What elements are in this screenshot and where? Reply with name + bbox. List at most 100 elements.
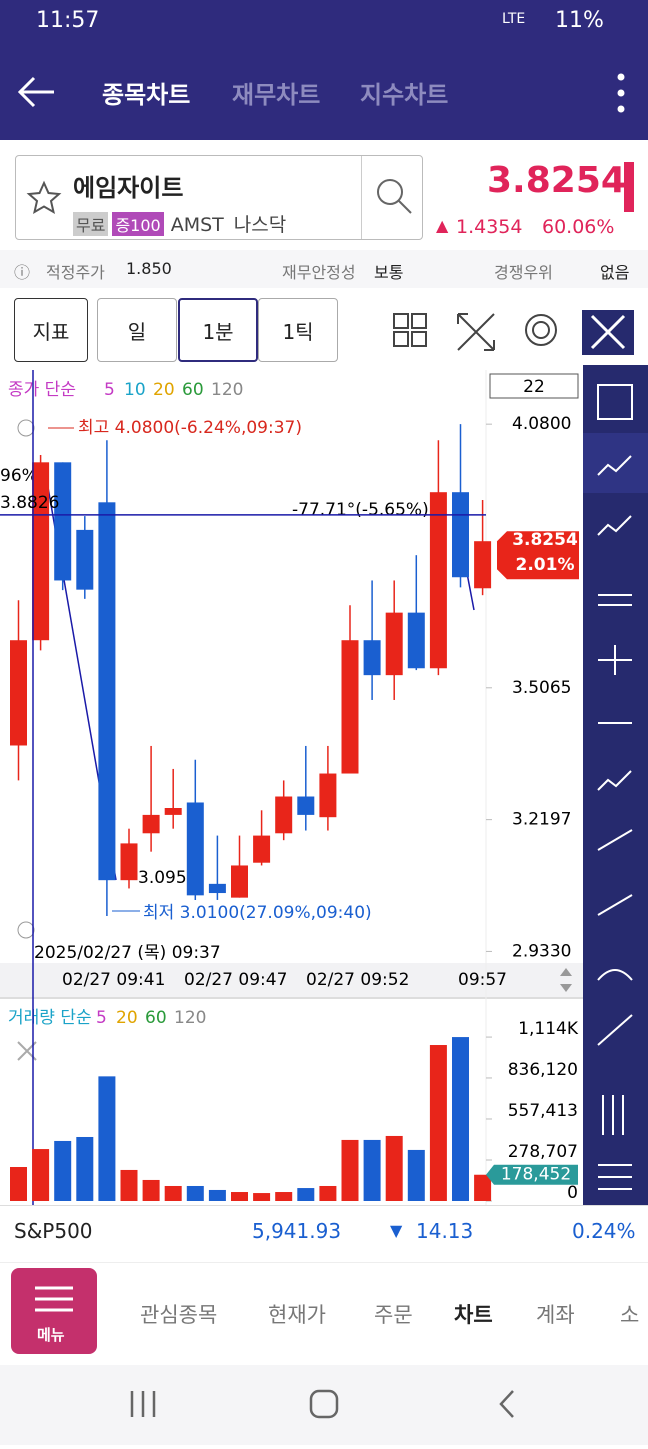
bottom-nav: 메뉴 관심종목 현재가 주문 차트 계좌 소	[0, 1262, 648, 1364]
volume-bar	[76, 1136, 94, 1201]
nav-item[interactable]: 현재가	[268, 1303, 326, 1327]
volume-bar	[319, 1185, 337, 1201]
candle-body	[10, 640, 27, 746]
x-tick-label: 02/27 09:41	[62, 970, 165, 990]
badge: 증100	[112, 212, 164, 236]
menu-label: 메뉴	[37, 1326, 65, 1344]
price-candle-icon	[624, 162, 634, 212]
index-bar: S&P500 5,941.93 ▼ 14.13 0.24%	[0, 1205, 648, 1255]
note: -77.71°(-5.65%)	[292, 500, 429, 520]
help-icon: ⓘ	[14, 263, 31, 282]
last-pct: 2.01%	[516, 555, 575, 575]
volume-legend-label: 거래량 단순	[8, 1008, 92, 1028]
period-button[interactable]: 1틱	[258, 298, 338, 362]
label: 재무안정성	[282, 263, 356, 282]
volume-bar	[32, 1149, 50, 1201]
candle-body	[120, 843, 138, 881]
ma-legend: 20	[153, 380, 175, 400]
candle-body	[407, 612, 425, 669]
candle-body	[341, 640, 359, 774]
system-nav	[0, 1365, 648, 1445]
nav-item[interactable]: 차트	[454, 1303, 493, 1327]
x-tick-label: 02/27 09:47	[184, 970, 287, 990]
nav-item[interactable]: 계좌	[536, 1303, 575, 1327]
value: 1.850	[126, 259, 172, 278]
candle-body	[275, 796, 293, 834]
candle-body	[186, 802, 204, 896]
crosshair-time: 2025/02/27 (목) 09:37	[34, 943, 221, 963]
index-name: S&P500	[14, 1219, 93, 1243]
y-tick-label: 3.2197	[512, 810, 571, 830]
candle-body	[76, 529, 94, 590]
value: 보통	[374, 263, 404, 282]
up-arrow: ▲	[436, 216, 449, 235]
nav-item[interactable]: 관심종목	[140, 1303, 218, 1327]
volume-bar	[275, 1192, 293, 1201]
note: 3.0958	[138, 868, 197, 888]
ma-legend: 20	[116, 1008, 138, 1028]
volume-bar	[142, 1179, 160, 1201]
sidebar-icons[interactable]	[583, 365, 648, 1205]
candle-body	[32, 462, 50, 641]
ma-legend: 10	[124, 380, 146, 400]
volume-bar	[208, 1189, 226, 1201]
tab[interactable]: 재무차트	[232, 81, 321, 109]
nav-item[interactable]: 주문	[374, 1303, 413, 1327]
down-arrow: ▼	[390, 1221, 403, 1240]
stock-search[interactable]: 에임자이트 무료 증100 AMST 나스닥	[15, 155, 423, 240]
volume-bar	[363, 1139, 381, 1201]
system-buttons[interactable]	[0, 1365, 648, 1445]
nav-item[interactable]: 소	[620, 1303, 640, 1327]
candle-body	[297, 796, 315, 815]
x-tick-label: 02/27 09:52	[306, 970, 409, 990]
candle-body	[474, 541, 492, 589]
y-tick-label: 278,707	[508, 1142, 578, 1162]
high-note: 최고 4.0800(-6.24%,09:37)	[78, 418, 302, 438]
y-tick-label: 3.5065	[512, 678, 571, 698]
drawing-sidebar	[583, 365, 648, 1205]
index-pct: 0.24%	[572, 1219, 636, 1243]
period-button[interactable]: 1분	[178, 298, 258, 362]
change-pct: 60.06%	[542, 216, 615, 238]
menu-button[interactable]: 메뉴	[11, 1268, 97, 1354]
ma-legend: 120	[174, 1008, 206, 1028]
volume-bar	[385, 1135, 403, 1201]
label: 경쟁우위	[494, 263, 553, 282]
ma-legend-label: 종가 단순	[8, 380, 76, 400]
status-bar: 11:57 LTE 11%	[0, 0, 648, 45]
favorite-star[interactable]	[26, 180, 62, 216]
y-tick-label: 2.9330	[512, 941, 571, 961]
more-menu[interactable]	[614, 71, 628, 115]
ma-legend: 60	[182, 380, 204, 400]
volume-bar	[341, 1139, 359, 1201]
last-volume: 178,452	[501, 1165, 571, 1185]
zoom-out[interactable]	[17, 921, 35, 939]
scroll-arrows[interactable]	[560, 968, 572, 992]
index-change: 14.13	[416, 1219, 474, 1243]
volume-bar	[164, 1185, 182, 1201]
header: 종목차트 재무차트 지수차트	[0, 45, 648, 140]
count-box[interactable]	[489, 373, 579, 399]
volume-bar	[120, 1169, 138, 1201]
back-button[interactable]	[16, 75, 56, 109]
price: 3.8254	[487, 160, 626, 201]
tab[interactable]: 종목차트	[102, 81, 191, 109]
volume-bar	[429, 1045, 447, 1201]
candle-body	[54, 462, 72, 581]
period-button[interactable]: 일	[97, 298, 177, 362]
ma-legend: 60	[145, 1008, 167, 1028]
index-value: 5,941.93	[252, 1219, 342, 1243]
y-tick-label: 0	[567, 1183, 578, 1203]
search-button[interactable]	[374, 176, 414, 216]
volume-bar	[54, 1140, 72, 1201]
separator	[0, 997, 583, 999]
toolbar-icons[interactable]	[390, 310, 640, 356]
value: 없음	[600, 263, 630, 282]
candle-body	[253, 835, 271, 863]
tab[interactable]: 지수차트	[360, 81, 449, 109]
clock: 11:57	[36, 8, 100, 33]
candle-body	[164, 808, 182, 815]
zoom-in[interactable]	[17, 419, 35, 437]
info-row: ⓘ 적정주가 1.850 재무안정성 보통 경쟁우위 없음	[0, 250, 648, 288]
indicator-button[interactable]: 지표	[14, 298, 88, 362]
